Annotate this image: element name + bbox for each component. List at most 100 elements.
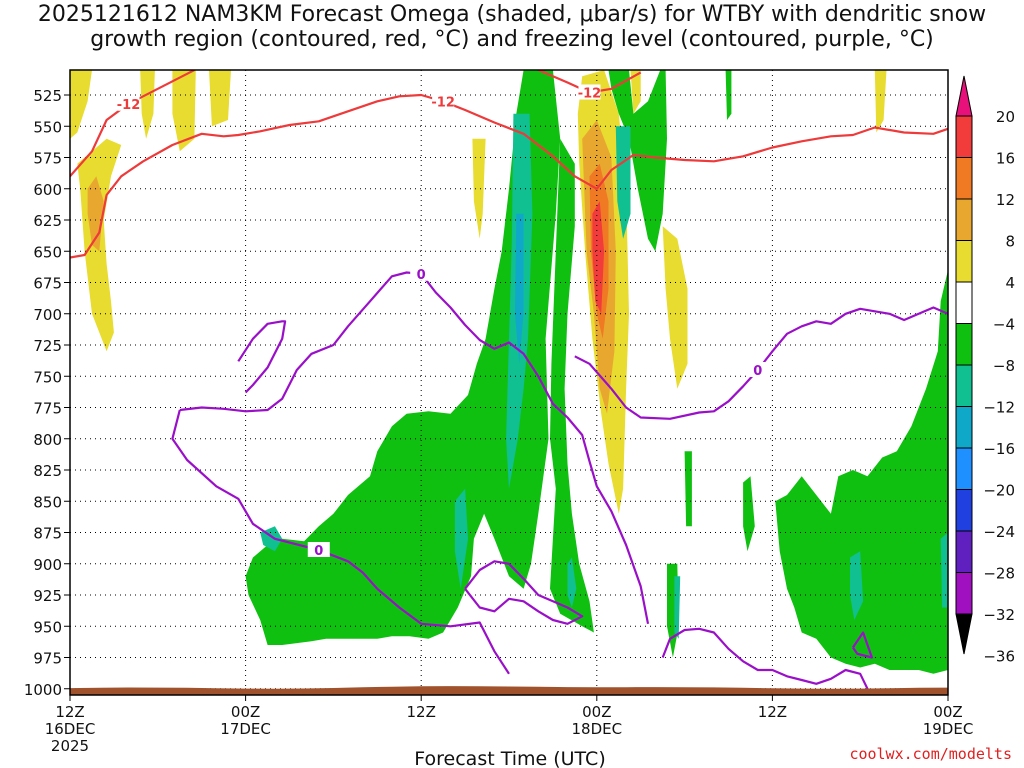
- contour-label-bg-5: [307, 542, 330, 557]
- y-tick-label-850: 850: [33, 493, 62, 511]
- omega-region-0: [70, 70, 92, 139]
- contour-label-1: -12: [431, 95, 455, 110]
- x-axis-title: Forecast Time (UTC): [414, 748, 605, 768]
- omega-region-11: [592, 201, 605, 314]
- colorbar-bin-2: [955, 157, 973, 200]
- omega-region-29: [674, 576, 681, 639]
- colorbar-legend: 20 16 12 8 4 −4 −8 −12 −16 −20 −24 −28 −32 −36: [955, 75, 1015, 666]
- colorbar-label-5: −4: [993, 316, 1015, 334]
- omega-region-4: [172, 70, 196, 152]
- omega-region-24: [454, 488, 468, 589]
- colorbar-bin-7: [955, 364, 973, 407]
- ground-surface: [70, 686, 948, 695]
- contour-label-bg-3: [410, 265, 433, 281]
- omega-shading: [70, 70, 948, 674]
- contour-line-3: [179, 271, 650, 625]
- omega-region-18: [725, 70, 732, 120]
- title-line-2: growth region (contoured, red, °C) and f…: [90, 27, 934, 52]
- y-tick-label-525: 525: [33, 87, 62, 105]
- colorbar-bin-last: [955, 572, 973, 615]
- x-tick-label-0-1: 16DEC: [45, 720, 96, 738]
- y-tick-label-1000: 1000: [24, 681, 62, 699]
- colorbar-bin-4: [955, 240, 973, 283]
- colorbar-bin-3: [955, 198, 973, 241]
- omega-region-14: [874, 70, 887, 133]
- contour-line-5: [171, 409, 510, 675]
- x-tick-label-3-1: 18DEC: [572, 720, 623, 738]
- x-tick-label-4-0: 12Z: [758, 703, 787, 721]
- x-tick-label-2-0: 12Z: [407, 703, 436, 721]
- colorbar-bin-5: [955, 281, 973, 324]
- omega-region-30: [850, 551, 864, 620]
- y-tick-label-800: 800: [33, 431, 62, 449]
- omega-region-6: [472, 138, 486, 239]
- y-tick-label-975: 975: [33, 650, 62, 668]
- colorbar-label-7: −12: [983, 399, 1015, 417]
- contour-line-8: [661, 627, 869, 690]
- omega-region-15: [245, 70, 561, 645]
- omega-region-27: [567, 557, 577, 608]
- y-tick-label-625: 625: [33, 212, 62, 230]
- colorbar-label-2: 12: [996, 191, 1015, 209]
- y-tick-label-900: 900: [33, 556, 62, 574]
- contour-label-bg-6: [746, 362, 769, 377]
- colorbar-label-9: −20: [983, 482, 1015, 500]
- omega-region-21: [743, 476, 755, 552]
- y-tick-label-600: 600: [33, 181, 62, 199]
- contour-line-1: [70, 93, 948, 259]
- y-tick-label-725: 725: [33, 337, 62, 355]
- y-tick-label-775: 775: [33, 400, 62, 418]
- omega-region-5: [209, 70, 231, 127]
- y-tick-label-925: 925: [33, 587, 62, 605]
- temperature-contours: -12 -12 -12 0 0 0: [70, 70, 948, 690]
- x-tick-label-5-0: 00Z: [933, 703, 962, 721]
- x-tick-label-3-0: 00Z: [582, 703, 611, 721]
- y-tick-label-700: 700: [33, 306, 62, 324]
- chart-title: 2025121612 NAM3KM Forecast Omega (shaded…: [0, 2, 1024, 52]
- x-tick-label-1-0: 00Z: [231, 703, 260, 721]
- omega-region-28: [615, 126, 631, 239]
- colorbar-label-10: −24: [983, 523, 1015, 541]
- y-tick-label-675: 675: [33, 275, 62, 293]
- y-tick-label-950: 950: [33, 618, 62, 636]
- plot-area: -12 -12 -12 0 0 0: [69, 69, 949, 696]
- x-tick-label-5-1: 19DEC: [923, 720, 974, 738]
- colorbar-label-3: 8: [1005, 233, 1015, 251]
- y-tick-label-825: 825: [33, 462, 62, 480]
- y-tick-label-550: 550: [33, 118, 62, 136]
- ground-strip: [70, 686, 948, 695]
- credit-text: coolwx.com/modelts: [849, 745, 1012, 763]
- omega-region-12: [630, 70, 641, 114]
- contour-label-bg-1: [432, 93, 455, 109]
- y-tick-label-750: 750: [33, 368, 62, 386]
- contour-line-6: [574, 306, 948, 420]
- contour-label-0: -12: [117, 98, 141, 113]
- contour-label-3: 0: [417, 268, 426, 283]
- title-line-1: 2025121612 NAM3KM Forecast Omega (shaded…: [37, 2, 987, 27]
- colorbar-top-arrow: [955, 75, 973, 117]
- colorbar-label-8: −16: [983, 440, 1015, 458]
- y-tick-label-875: 875: [33, 525, 62, 543]
- omega-region-31: [940, 532, 948, 608]
- colorbar-label-11: −28: [983, 565, 1015, 583]
- colorbar-label-1: 16: [996, 150, 1015, 168]
- colorbar-bin-9: [955, 447, 973, 490]
- x-tick-label-1-1: 17DEC: [220, 720, 271, 738]
- omega-region-17: [608, 70, 667, 252]
- colorbar-bin-1: [955, 115, 973, 158]
- contour-line-7: [464, 560, 584, 625]
- colorbar-bin-10: [955, 489, 973, 532]
- pressure-axis: 525 550 575 600 625 650 675 700 725 750 775 800 825 8…: [24, 87, 70, 699]
- contour-label-6: 0: [753, 364, 762, 379]
- colorbar-label-12: −32: [983, 606, 1015, 624]
- colorbar-label-13: −36: [983, 648, 1015, 666]
- contour-line-9: [851, 631, 874, 659]
- contour-label-bg-0: [117, 95, 140, 111]
- y-tick-label-650: 650: [33, 243, 62, 261]
- plot-frame: [69, 69, 949, 696]
- x-tick-label-0-0: 12Z: [55, 703, 84, 721]
- omega-region-13: [662, 226, 688, 389]
- contour-line-4: [237, 320, 287, 394]
